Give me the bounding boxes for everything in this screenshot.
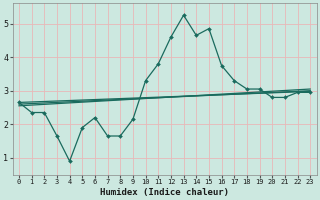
X-axis label: Humidex (Indice chaleur): Humidex (Indice chaleur) <box>100 188 229 197</box>
